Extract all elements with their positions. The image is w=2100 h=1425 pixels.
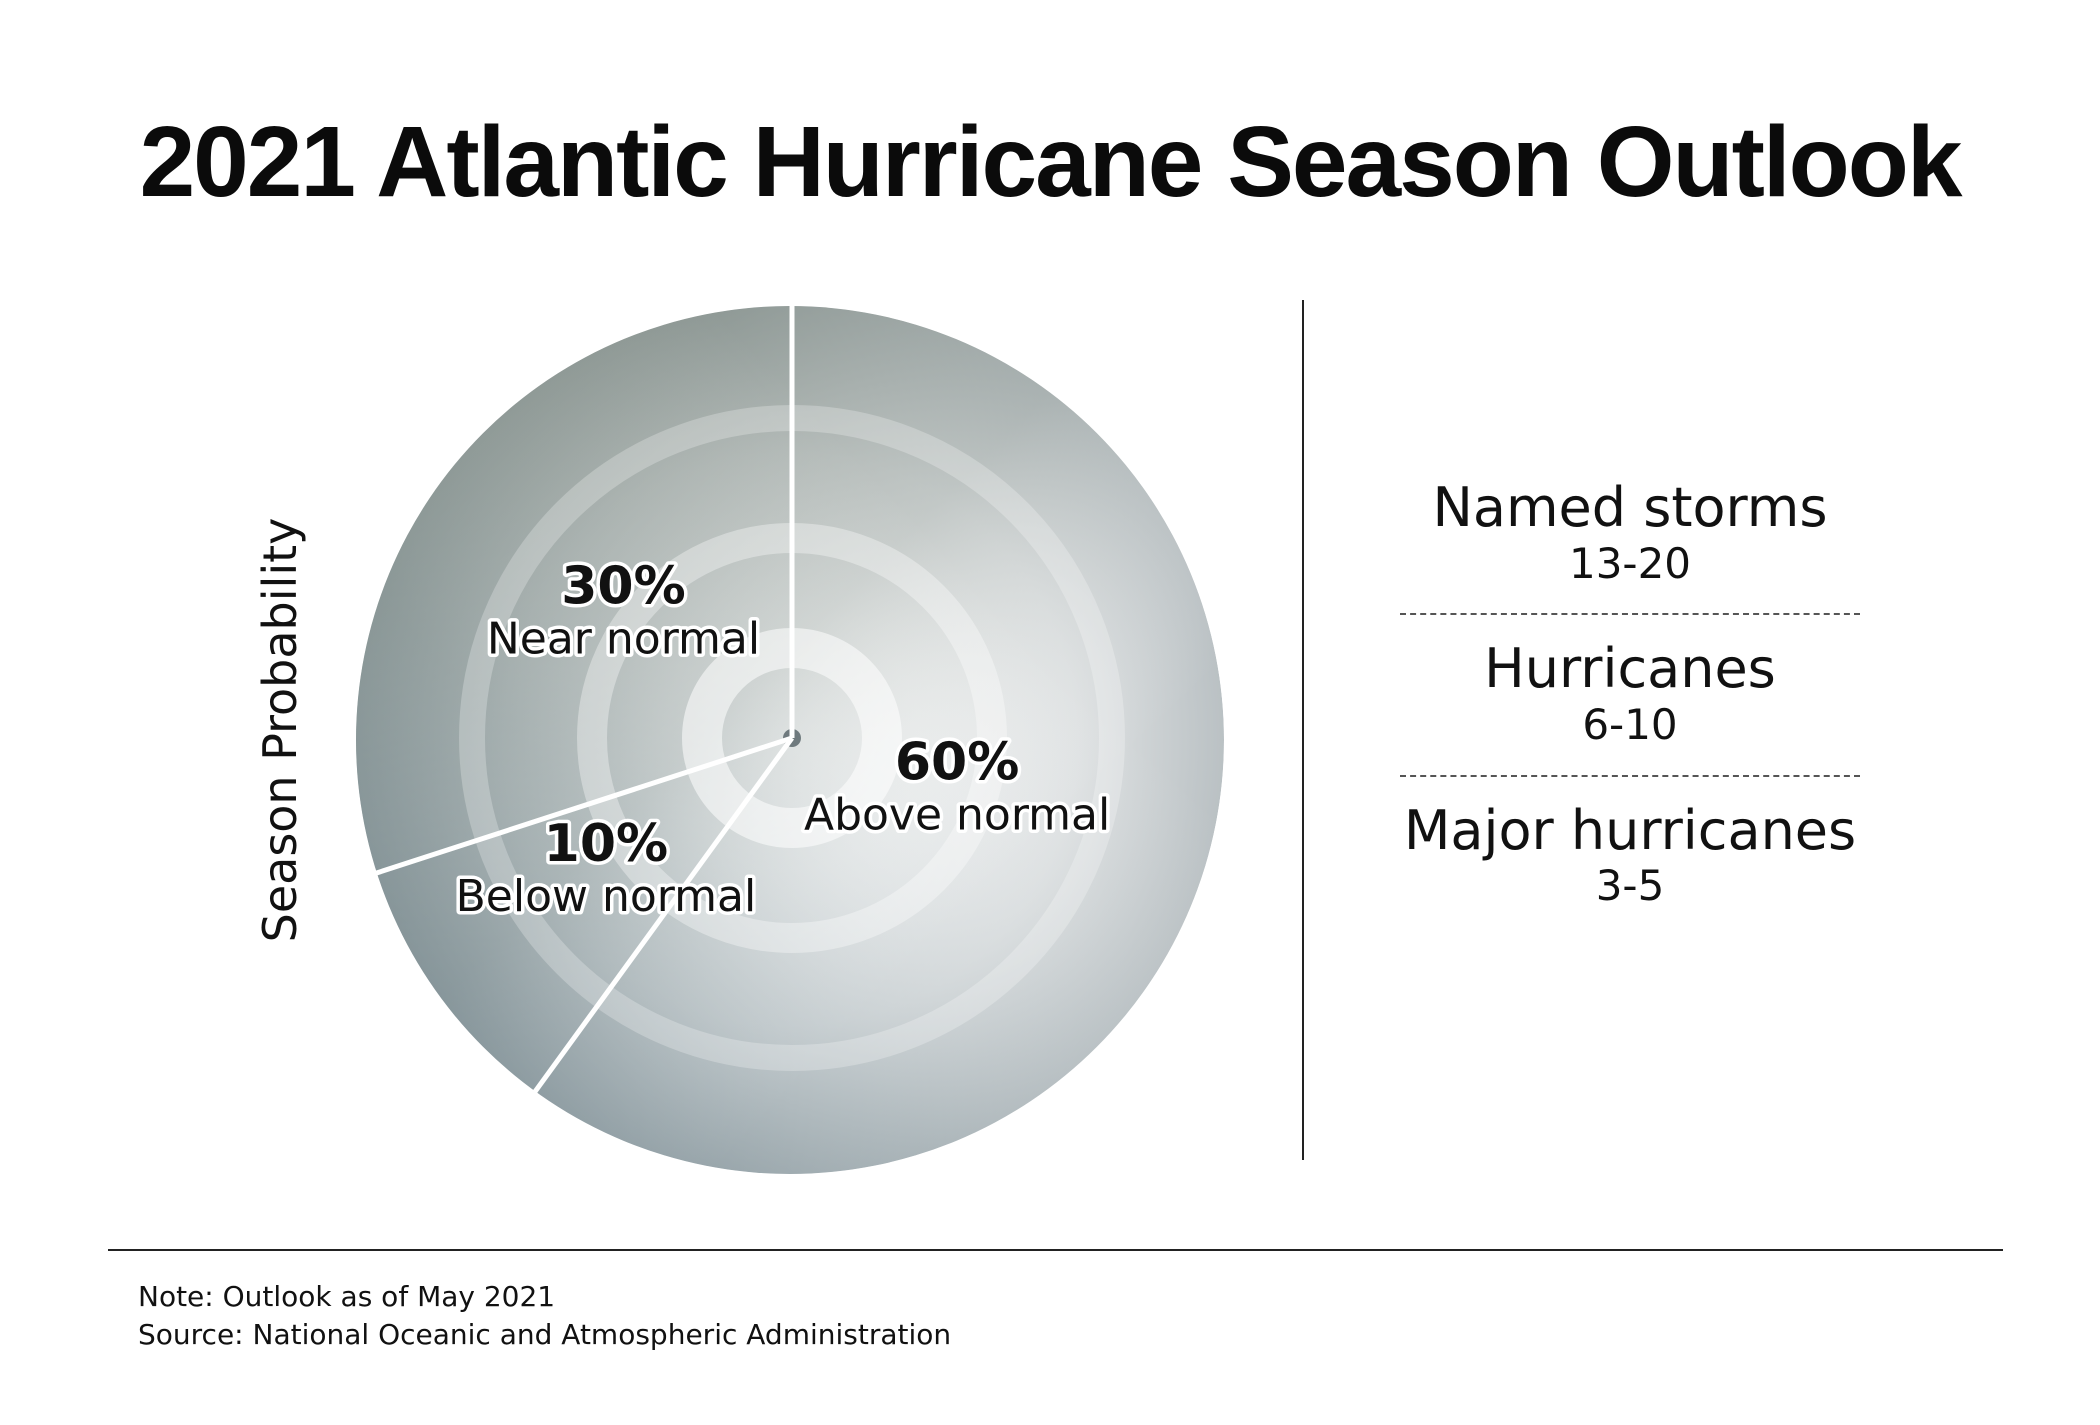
slice-divider-below-normal <box>531 736 795 1096</box>
slice-value-above-normal: 60% <box>895 733 1019 793</box>
pie-chart: 60%Above normal 10%Below normal 30%Near no… <box>356 298 1224 1174</box>
stat-major-hurricanes: Major hurricanes 3-5 <box>1380 798 1880 914</box>
stat-value: 6-10 <box>1582 699 1678 749</box>
slice-category-near-normal: Near normal <box>487 614 760 665</box>
slice-label-above-normal: 60%Above normal <box>800 729 1113 844</box>
slice-labels: 60%Above normal 10%Below normal 30%Near no… <box>452 553 1114 926</box>
slice-category-below-normal: Below normal <box>456 871 757 922</box>
dashed-divider <box>1400 613 1860 616</box>
slice-value-near-normal: 30% <box>561 557 685 617</box>
slice-label-near-normal: 30%Near normal <box>483 553 763 668</box>
chart-title: 2021 Atlantic Hurricane Season Outlook <box>139 106 1963 218</box>
slice-dividers <box>372 298 795 1096</box>
vertical-divider <box>1302 300 1304 1160</box>
footer-rule <box>108 1249 2003 1251</box>
stat-label: Hurricanes <box>1484 637 1776 701</box>
slice-label-below-normal: 10%Below normal <box>452 811 760 926</box>
dashed-divider <box>1400 774 1860 777</box>
slice-category-above-normal: Above normal <box>804 790 1110 841</box>
stat-label: Major hurricanes <box>1403 798 1857 862</box>
stat-value: 13-20 <box>1568 538 1692 588</box>
stat-value: 3-5 <box>1595 861 1665 911</box>
stat-named-storms: Named storms 13-20 <box>1380 476 1880 591</box>
footer-note: Note: Outlook as of May 2021 <box>138 1280 556 1313</box>
slice-value-below-normal: 10% <box>544 814 668 874</box>
y-axis-label: Season Probability <box>253 517 307 943</box>
slice-divider-near-normal <box>372 735 793 877</box>
stat-label: Named storms <box>1432 476 1828 539</box>
stat-hurricanes: Hurricanes 6-10 <box>1380 641 1880 752</box>
stats-panel: Named storms 13-20 Hurricanes 6-10 Major… <box>1380 476 1880 914</box>
footer-source: Source: National Oceanic and Atmospheric… <box>138 1318 952 1351</box>
